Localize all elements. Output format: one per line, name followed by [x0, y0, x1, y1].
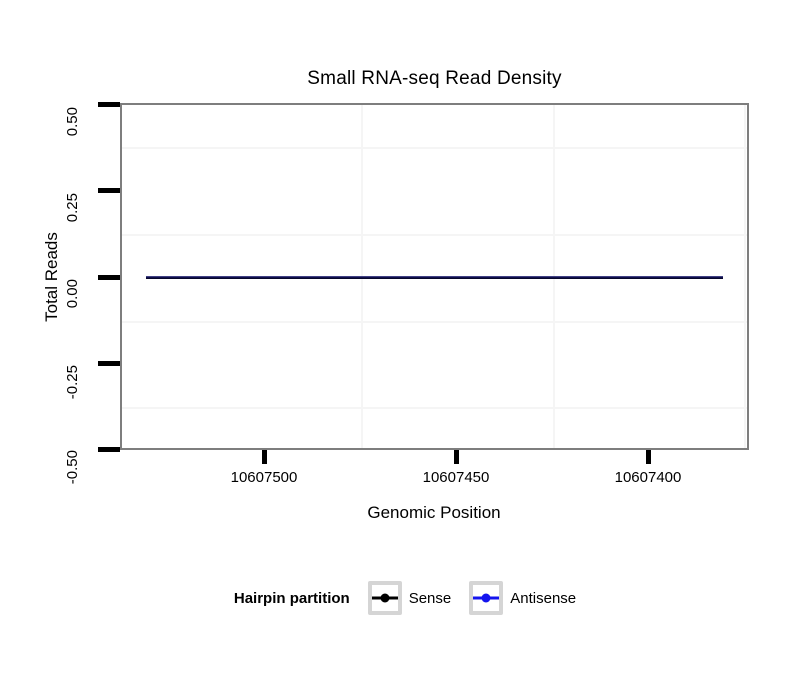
y-tick-label: 0.00: [64, 279, 81, 309]
y-axis-title: Total Reads: [42, 232, 61, 322]
minor-gridline-h: [122, 147, 747, 149]
y-tick-label: 0.50: [64, 107, 81, 137]
x-tick-mark: [645, 450, 651, 464]
x-tick-label: 10607500: [230, 469, 298, 486]
legend-item-sense: Sense: [367, 581, 452, 615]
y-tick-label: -0.50: [64, 450, 81, 485]
legend: Hairpin partition Sense Antisense: [0, 579, 810, 617]
x-tick-mark: [261, 450, 267, 464]
plot-panel: [120, 103, 749, 450]
minor-gridline-h: [122, 234, 747, 236]
x-tick-label: 10607450: [422, 469, 490, 486]
y-tick-label: -0.25: [64, 365, 81, 400]
x-tick-mark: [453, 450, 459, 464]
minor-gridline-h: [122, 321, 747, 323]
legend-key-antisense-icon: [469, 581, 504, 615]
y-tick-mark: [98, 361, 120, 366]
y-tick-mark: [98, 101, 120, 107]
series-line-sense-antisense-overlap: [146, 276, 723, 279]
legend-label-antisense: Antisense: [510, 589, 577, 607]
legend-item-antisense: Antisense: [469, 581, 576, 615]
minor-gridline-v: [744, 105, 746, 448]
x-axis-title: Genomic Position: [367, 503, 501, 522]
y-tick-mark: [98, 446, 120, 452]
legend-key-dot: [380, 593, 390, 603]
y-tick-mark: [98, 274, 120, 280]
y-tick-label: 0.25: [64, 193, 81, 223]
y-tick-mark: [98, 188, 120, 193]
legend-key-dot: [481, 593, 491, 603]
x-tick-label: 10607400: [614, 469, 682, 486]
legend-title: Hairpin partition: [233, 589, 350, 607]
minor-gridline-h: [122, 407, 747, 409]
legend-key-sense-icon: [367, 581, 402, 615]
plot-title: Small RNA-seq Read Density: [307, 68, 562, 89]
legend-label-sense: Sense: [408, 589, 452, 607]
